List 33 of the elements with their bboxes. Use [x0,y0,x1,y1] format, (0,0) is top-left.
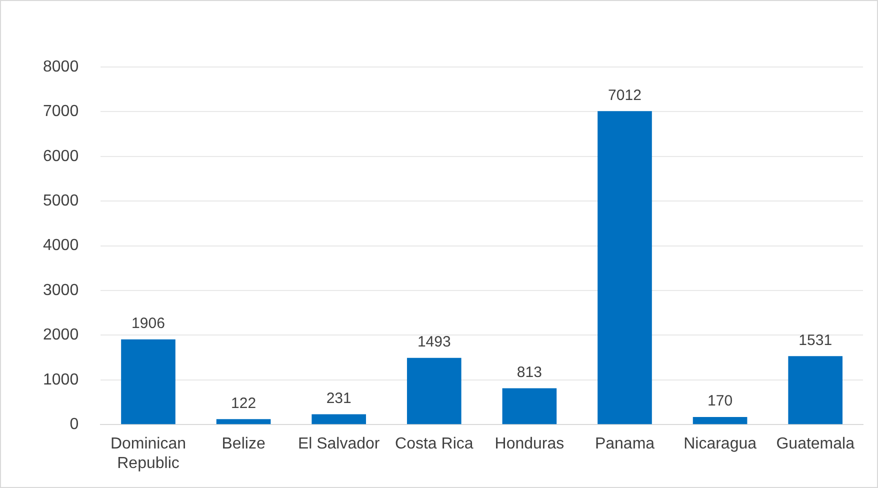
x-tick-label: Nicaragua [684,436,757,453]
data-label: 122 [231,394,256,412]
y-tick-label: 8000 [43,58,79,76]
bar [312,414,366,424]
data-label: 231 [326,390,352,407]
bar [216,419,271,424]
x-tick-label: Belize [222,436,266,453]
bar [598,111,652,424]
bar [406,358,462,424]
x-tick-label: Guatemala [776,436,855,453]
data-label: 1493 [417,334,451,351]
y-tick-label: 3000 [43,282,79,299]
x-tick-label: Panama [594,436,655,453]
x-tick-label: Costa Rica [395,436,474,453]
y-tick-label: 1000 [43,371,79,388]
x-tick-label: El Salvador [298,436,380,453]
bar [502,388,557,424]
y-tick-label: 0 [70,416,79,434]
data-label: 1906 [132,315,165,332]
x-tick-label: Dominican Republic [110,436,186,472]
y-tick-label: 5000 [43,192,79,210]
bar [121,339,176,424]
data-label: 813 [516,364,542,381]
data-label: 7012 [608,86,642,104]
bar [788,356,843,424]
bar [692,417,748,424]
y-tick-label: 4000 [43,237,79,254]
data-label: 170 [708,392,733,410]
y-tick-label: 7000 [43,103,79,120]
y-tick-label: 6000 [43,148,79,165]
y-tick-label: 2000 [43,326,79,344]
x-tick-label: Honduras [494,436,564,453]
data-label: 1531 [798,332,832,349]
